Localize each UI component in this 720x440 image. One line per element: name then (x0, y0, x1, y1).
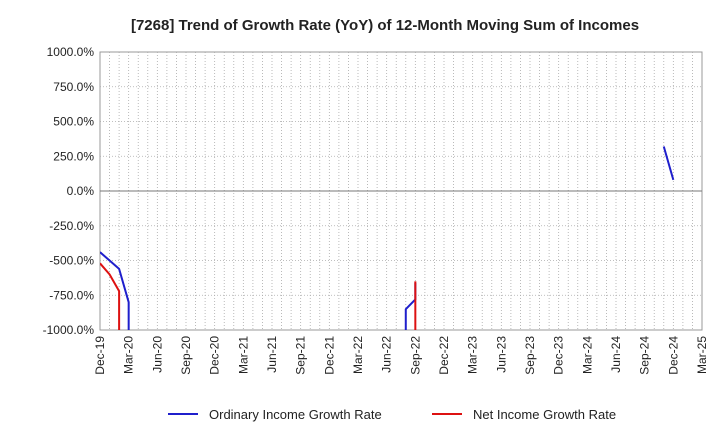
series-line-ordinary-income-growth-rate (100, 251, 130, 330)
x-tick-label: Sep-23 (523, 336, 537, 375)
x-tick-label: Jun-22 (380, 336, 394, 373)
x-tick-label: Sep-24 (638, 336, 652, 375)
y-tick-label: 500.0% (53, 115, 94, 129)
grid-layer (99, 51, 703, 331)
x-tick-label: Mar-23 (466, 336, 480, 374)
x-tick-label: Sep-20 (179, 336, 193, 375)
x-tick-label: Jun-21 (265, 336, 279, 373)
y-tick-label: -750.0% (49, 288, 94, 302)
axis-layer: 1000.0% 750.0% 500.0% 250.0% 0.0% -250.0% -500… (43, 45, 709, 375)
y-tick-label: -250.0% (49, 219, 94, 233)
series-line-ordinary-income-growth-rate (404, 282, 417, 330)
legend-label-ordinary-income: Ordinary Income Growth Rate (209, 407, 382, 422)
chart-title: [7268] Trend of Growth Rate (YoY) of 12-… (131, 17, 639, 34)
x-tick-label: Mar-24 (580, 336, 594, 374)
series-line-ordinary-income-growth-rate (662, 146, 675, 181)
x-tick-label: Jun-20 (150, 336, 164, 373)
x-tick-label: Jun-23 (494, 336, 508, 373)
x-tick-label: Dec-19 (93, 336, 107, 375)
x-tick-label: Dec-23 (552, 336, 566, 375)
x-tick-label: Dec-24 (666, 336, 680, 375)
x-tick-label: Dec-20 (208, 336, 222, 375)
series-layer (100, 146, 675, 330)
x-tick-label: Dec-21 (322, 336, 336, 375)
x-tick-label: Mar-21 (236, 336, 250, 374)
x-tick-label: Mar-22 (351, 336, 365, 374)
y-tick-label: -500.0% (49, 254, 94, 268)
legend: Ordinary Income Growth Rate Net Income G… (168, 407, 616, 422)
x-tick-label: Sep-21 (294, 336, 308, 375)
y-tick-label: 0.0% (67, 184, 95, 198)
y-tick-label: -1000.0% (43, 323, 95, 337)
y-tick-label: 1000.0% (47, 45, 95, 59)
x-tick-label: Sep-22 (408, 336, 422, 375)
x-tick-label: Dec-22 (437, 336, 451, 375)
x-tick-label: Mar-20 (122, 336, 136, 374)
legend-label-net-income: Net Income Growth Rate (473, 407, 616, 422)
x-tick-label: Jun-24 (609, 336, 623, 373)
y-tick-label: 250.0% (53, 149, 94, 163)
x-tick-label: Mar-25 (695, 336, 709, 374)
series-line-net-income-growth-rate (100, 262, 121, 330)
y-tick-label: 750.0% (53, 80, 94, 94)
